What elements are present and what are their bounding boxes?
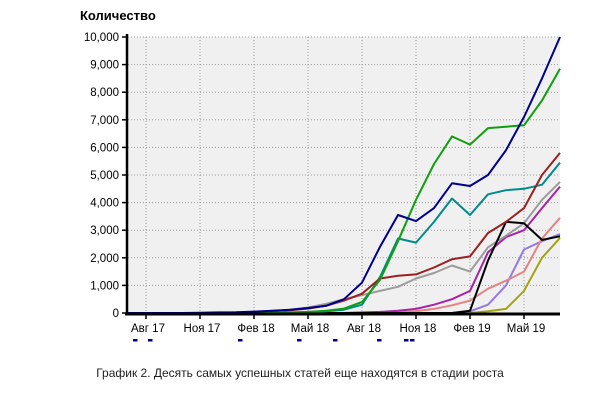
chart-caption: График 2. Десять самых успешных статей е… (96, 366, 504, 380)
legend-cutoff-mark (410, 339, 415, 342)
x-axis-label: Май 18 (291, 323, 330, 335)
y-axis-label: 8,000 (90, 87, 119, 99)
legend-cutoff-mark (238, 339, 243, 342)
y-axis-label: 5,000 (90, 170, 119, 182)
legend-cutoff-mark (333, 339, 338, 342)
y-axis-label: 4,000 (90, 198, 119, 210)
legend-cutoff-mark (377, 339, 382, 342)
x-axis-label: Май 19 (507, 323, 546, 335)
y-axis-label: 3,000 (90, 225, 119, 237)
x-axis-label: Авг 17 (131, 323, 165, 335)
y-axis-label: 7,000 (90, 115, 119, 127)
x-axis-label: Фев 19 (453, 323, 490, 335)
y-axis-label: 10,000 (84, 32, 119, 44)
x-axis-label: Фев 18 (237, 323, 274, 335)
x-axis-label: Ноя 18 (400, 323, 437, 335)
legend-cutoff-mark (148, 339, 153, 342)
chart-title: Количество (80, 8, 156, 23)
x-axis-label: Ноя 17 (184, 323, 221, 335)
y-axis-label: 0 (113, 308, 119, 320)
legend-cutoff-mark (404, 339, 409, 342)
legend-cutoff-mark (133, 339, 138, 342)
y-axis-label: 1,000 (90, 280, 119, 292)
y-axis-label: 6,000 (90, 142, 119, 154)
x-axis-label: Авг 18 (347, 323, 381, 335)
y-axis-label: 9,000 (90, 60, 119, 72)
y-axis-label: 2,000 (90, 253, 119, 265)
line-chart: 0 1,000 2,000 3,000 4,000 5,000 6,000 7,000 8,00… (84, 32, 561, 342)
legend-cutoff-mark (297, 339, 302, 342)
